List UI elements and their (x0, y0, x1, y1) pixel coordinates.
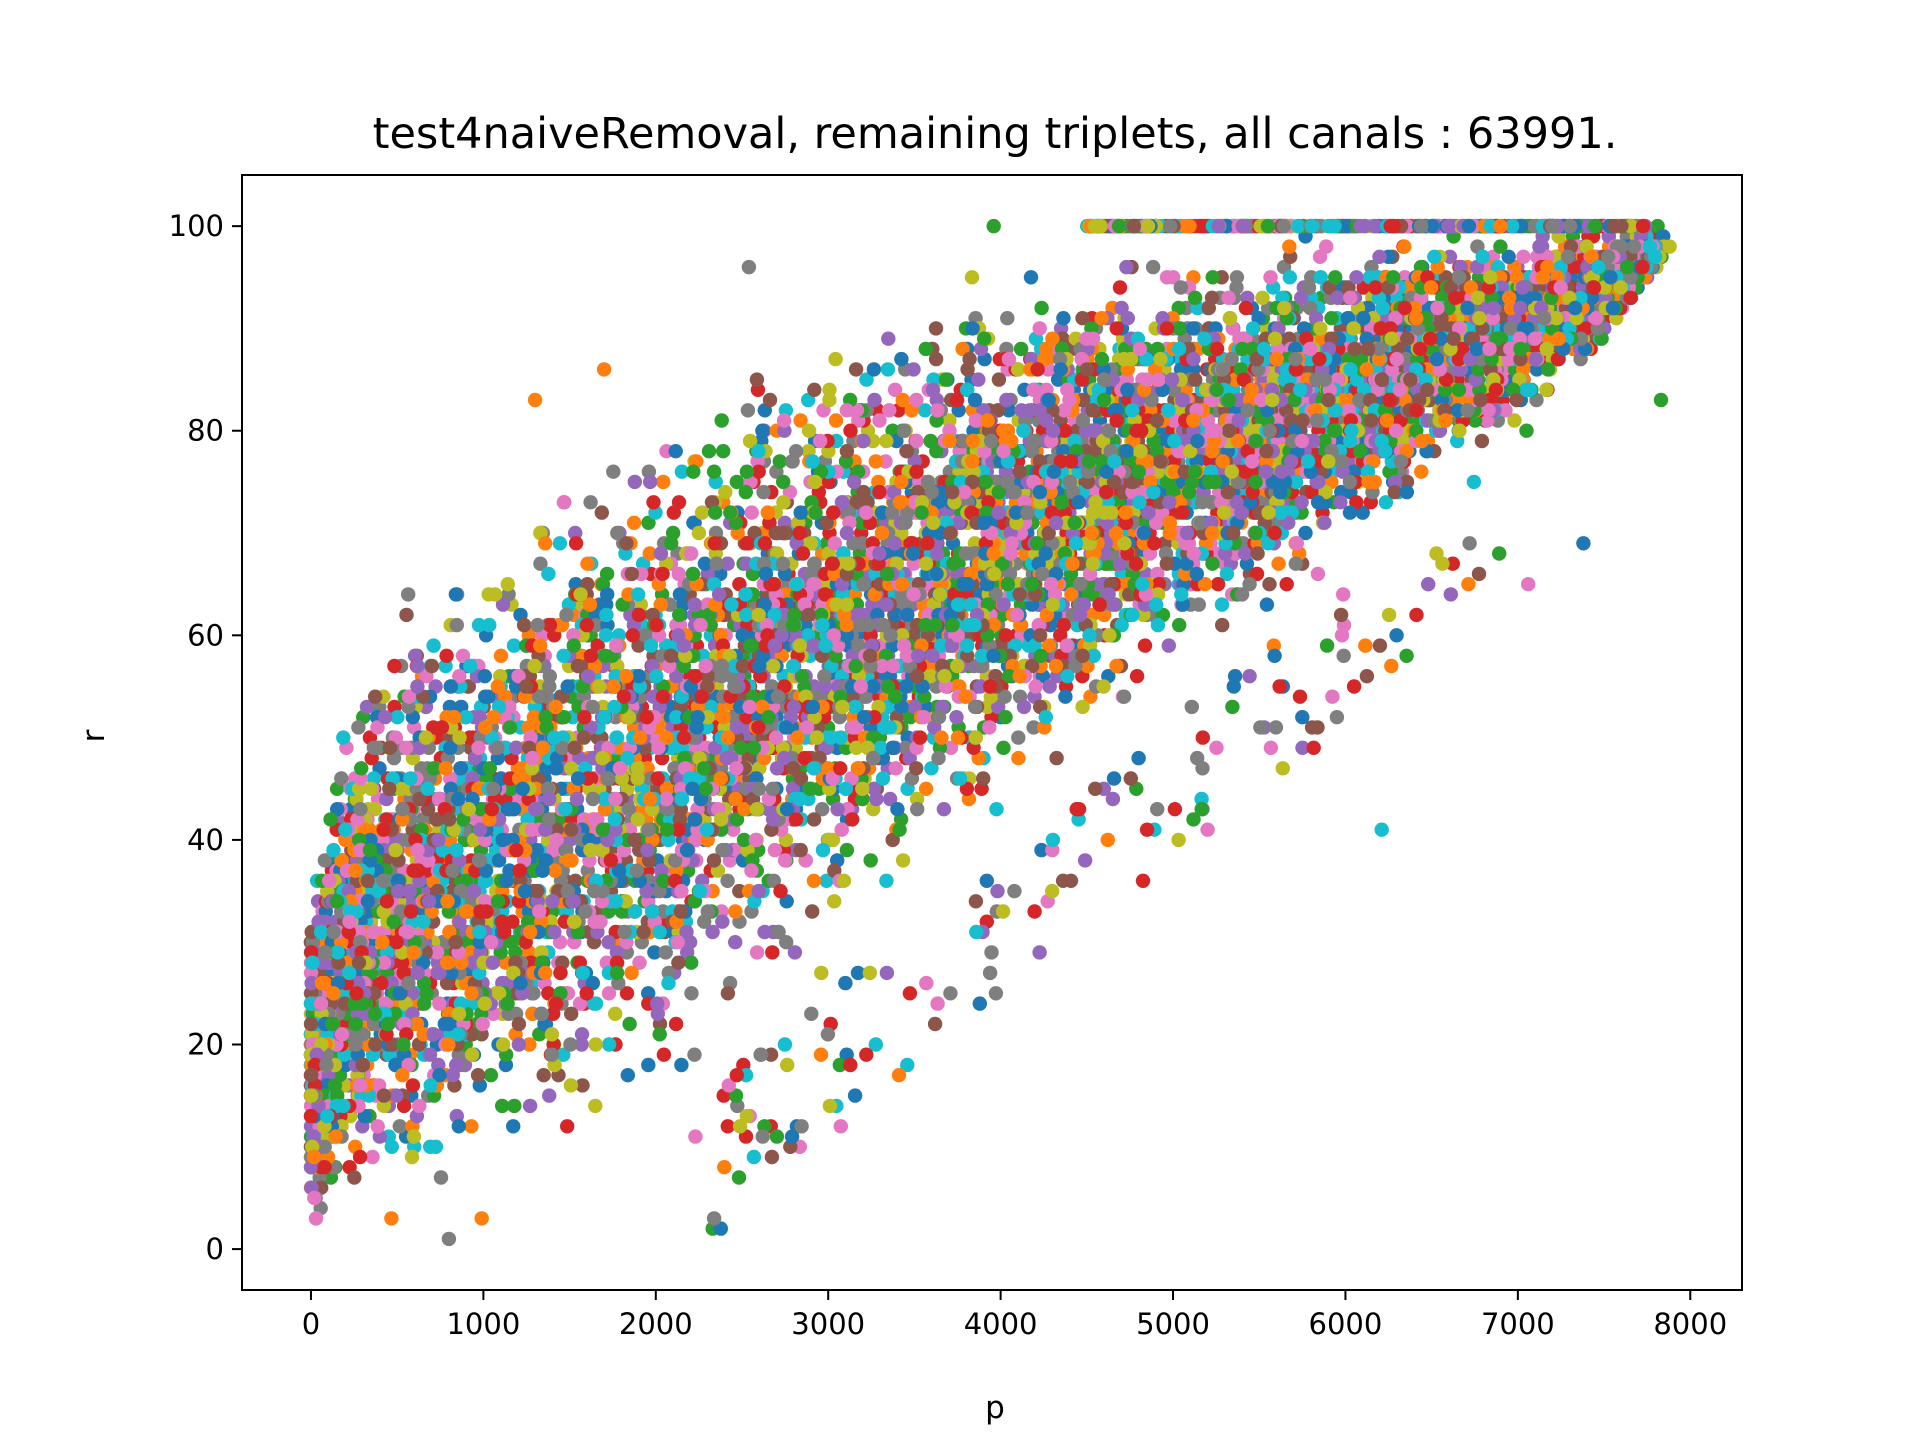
data-point (738, 484, 753, 500)
data-point (872, 413, 887, 428)
data-point (684, 955, 699, 970)
data-point (334, 771, 349, 786)
data-point (1112, 280, 1128, 295)
data-point (964, 270, 980, 285)
data-point (714, 413, 729, 428)
data-point (365, 1149, 380, 1165)
data-point (1137, 638, 1153, 653)
data-point (404, 1149, 420, 1165)
data-point (848, 362, 864, 377)
data-point (1075, 699, 1090, 715)
data-point (674, 1057, 689, 1073)
data-point (588, 1098, 603, 1114)
data-point (439, 648, 454, 663)
data-point (619, 945, 634, 960)
data-point (1000, 311, 1015, 326)
data-point (868, 454, 883, 469)
data-point (895, 853, 911, 868)
data-point (828, 413, 844, 428)
data-point (464, 1119, 479, 1134)
data-point (483, 1068, 499, 1083)
data-point (1219, 566, 1235, 582)
data-point (1172, 617, 1187, 633)
data-point (866, 362, 882, 377)
data-point (749, 945, 765, 960)
data-point (626, 515, 642, 530)
data-point (729, 474, 745, 490)
data-point (1042, 679, 1057, 694)
data-point (801, 423, 817, 438)
data-point (1282, 270, 1298, 285)
data-point (506, 638, 522, 653)
data-point (560, 1119, 575, 1134)
data-point (533, 556, 548, 571)
data-point (1414, 464, 1429, 479)
data-point (684, 986, 699, 1001)
data-point (516, 617, 532, 633)
data-point (821, 474, 836, 490)
data-point (426, 638, 441, 653)
data-point (755, 423, 770, 438)
data-point (749, 372, 765, 387)
data-point (767, 842, 783, 858)
data-point (352, 1149, 368, 1165)
data-point (1210, 577, 1226, 592)
data-point (1397, 239, 1412, 254)
data-point (619, 986, 635, 1001)
data-point (928, 351, 944, 367)
data-point (387, 658, 402, 674)
points-layer (303, 218, 1677, 1247)
data-point (830, 802, 845, 817)
data-point (1312, 249, 1328, 264)
data-point (668, 1016, 684, 1032)
data-point (739, 464, 755, 479)
data-point (815, 802, 830, 817)
data-point (448, 587, 464, 602)
data-point (652, 1027, 667, 1042)
data-point (917, 403, 933, 418)
data-point (1011, 730, 1026, 745)
data-point (495, 1098, 510, 1114)
data-point (1205, 556, 1220, 571)
data-point (622, 1016, 637, 1032)
chart-title: test4naiveRemoval, remaining triplets, a… (373, 109, 1618, 159)
data-point (744, 505, 759, 520)
data-point (493, 648, 509, 663)
data-point (401, 587, 416, 602)
data-point (542, 1088, 557, 1103)
data-point (351, 720, 366, 735)
data-point (687, 1047, 702, 1062)
data-point (1516, 249, 1531, 264)
data-point (608, 1006, 623, 1021)
data-point (359, 699, 375, 715)
data-point (875, 771, 891, 786)
data-point (574, 1027, 590, 1042)
data-point (624, 566, 639, 582)
data-point (827, 894, 842, 909)
data-point (1324, 311, 1339, 326)
data-point (574, 1037, 589, 1052)
data-point (934, 730, 949, 745)
data-point (839, 842, 855, 858)
data-point (890, 802, 905, 817)
data-point (522, 1098, 538, 1114)
data-point (728, 935, 743, 950)
data-point (536, 1068, 551, 1083)
data-point (705, 924, 720, 940)
data-point (720, 873, 735, 888)
data-point (392, 1119, 407, 1134)
data-point (656, 474, 671, 490)
data-point (928, 321, 944, 336)
data-point (627, 474, 642, 490)
data-point (807, 382, 822, 397)
